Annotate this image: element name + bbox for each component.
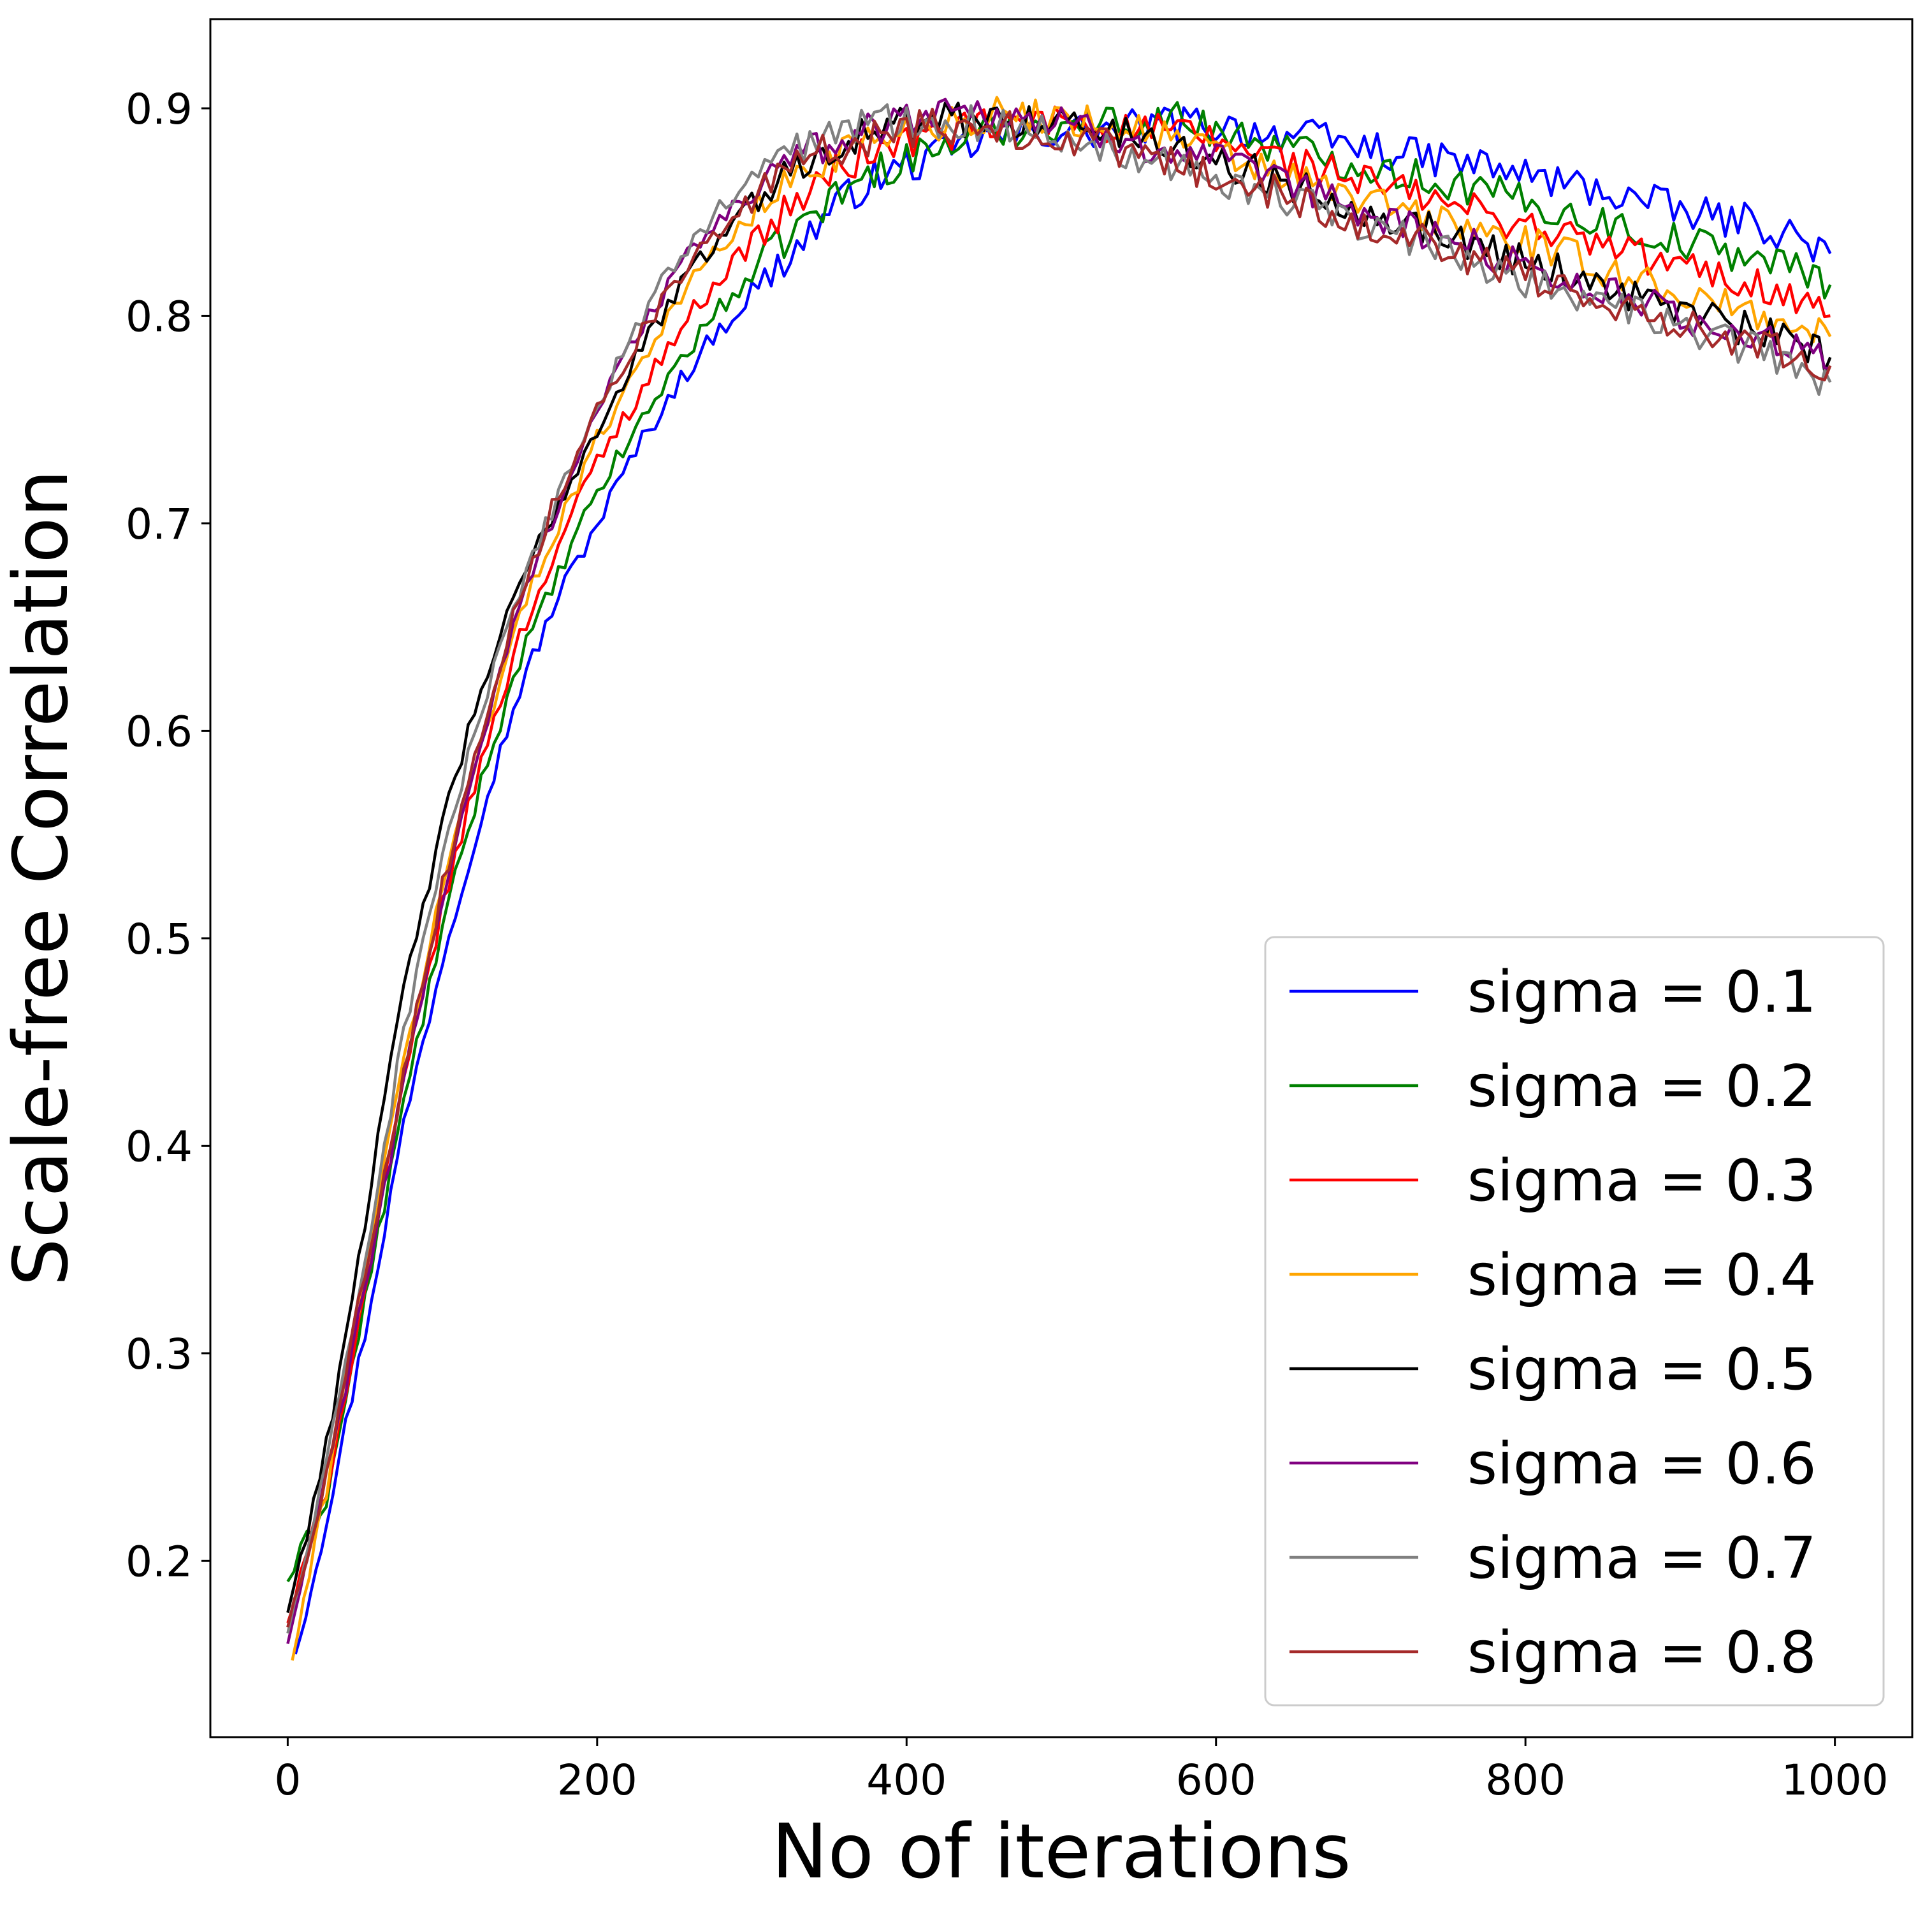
- x-tick-label: 800: [1485, 1756, 1565, 1805]
- y-tick-label: 0.2: [126, 1537, 192, 1586]
- legend-box: [1264, 936, 1885, 1707]
- legend-label-7: sigma = 0.7: [1467, 1525, 1817, 1592]
- x-tick-label: 400: [866, 1756, 947, 1805]
- legend-label-2: sigma = 0.2: [1467, 1053, 1817, 1120]
- y-tick-label: 0.9: [126, 85, 192, 134]
- series-line-3: [286, 105, 1831, 1624]
- legend-label-5: sigma = 0.5: [1467, 1336, 1817, 1403]
- legend: sigma = 0.1 sigma = 0.2 sigma = 0.3 sigma =…: [1264, 936, 1885, 1707]
- x-axis-ticks: 0 200 400 600 800 1000: [274, 1737, 1889, 1805]
- legend-label-8: sigma = 0.8: [1467, 1619, 1817, 1686]
- y-tick-label: 0.7: [126, 500, 192, 549]
- series-line-2: [286, 101, 1832, 1583]
- y-axis-ticks: 0.2 0.3 0.4 0.5 0.6 0.7 0.8 0.9: [126, 85, 210, 1586]
- y-tick-label: 0.3: [126, 1330, 192, 1379]
- x-tick-label: 200: [557, 1756, 637, 1805]
- legend-label-6: sigma = 0.6: [1467, 1431, 1817, 1497]
- series-line-7: [286, 103, 1832, 1634]
- series-line-8: [286, 107, 1832, 1628]
- y-tick-label: 0.8: [126, 292, 192, 341]
- x-axis-label: No of iterations: [771, 1807, 1351, 1895]
- y-tick-label: 0.4: [126, 1122, 192, 1171]
- series-layer: [286, 96, 1832, 1661]
- y-tick-label: 0.6: [126, 707, 192, 756]
- y-tick-label: 0.5: [126, 915, 192, 964]
- legend-label-3: sigma = 0.3: [1467, 1147, 1817, 1214]
- x-tick-label: 1000: [1782, 1756, 1889, 1805]
- x-tick-label: 0: [274, 1756, 301, 1805]
- series-line-1: [294, 106, 1832, 1655]
- y-axis-label: Scale-free Correlation: [0, 470, 85, 1286]
- plot-frame: [209, 18, 1914, 1738]
- x-tick-label: 600: [1176, 1756, 1256, 1805]
- legend-label-1: sigma = 0.1: [1467, 959, 1817, 1026]
- legend-label-4: sigma = 0.4: [1467, 1242, 1817, 1309]
